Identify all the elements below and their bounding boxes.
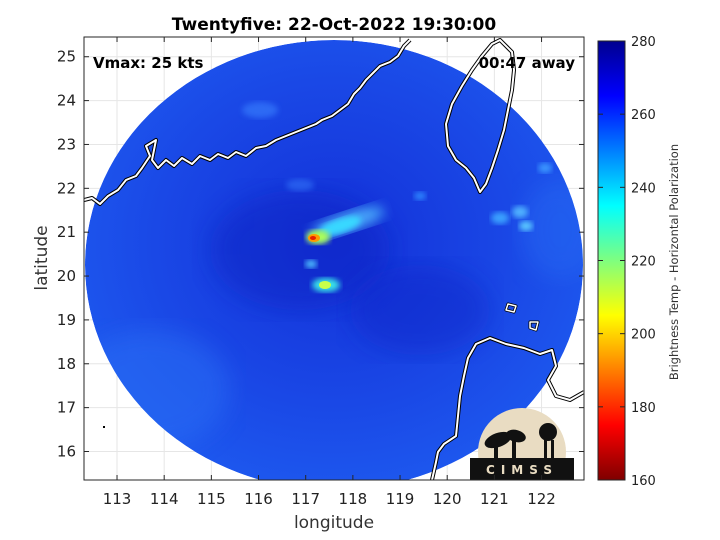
y-tick-label: 25 xyxy=(57,48,76,66)
x-tick-label: 118 xyxy=(339,490,368,508)
x-tick-label: 115 xyxy=(197,490,226,508)
cimss-logo-dish xyxy=(484,431,512,449)
island-north-luzon xyxy=(505,303,517,313)
x-axis-label: longitude xyxy=(294,513,374,533)
x-tick-label: 122 xyxy=(527,490,556,508)
coastlines xyxy=(84,38,584,480)
convective-band-north xyxy=(318,216,362,236)
y-tick-label: 22 xyxy=(57,179,76,197)
x-tick-label: 119 xyxy=(386,490,415,508)
colorbar: 160 180 200 220 240 260 280 Brightness Temp - … xyxy=(597,35,681,489)
colorbar-label: Brightness Temp - Horizontal Polarizatio… xyxy=(667,144,681,380)
cimss-logo-tower xyxy=(539,423,557,441)
cells-east xyxy=(414,192,426,200)
island-marker xyxy=(103,426,105,428)
convective-core xyxy=(310,236,316,240)
vmax-annotation: Vmax: 25 kts xyxy=(93,54,203,72)
y-tick-label: 20 xyxy=(57,267,76,285)
cells-east xyxy=(491,212,509,224)
time-away-annotation: 00:47 away xyxy=(479,54,576,72)
cimss-logo-band xyxy=(470,458,574,480)
colorbar-tick-label: 260 xyxy=(631,108,656,123)
cells-east xyxy=(512,206,528,218)
coastline-taiwan xyxy=(445,39,515,193)
swath-light-region xyxy=(242,102,278,118)
island-north-luzon xyxy=(529,321,539,331)
colorbar-ticks: 160 180 200 220 240 260 280 xyxy=(598,35,656,489)
x-tick-label: 116 xyxy=(244,490,273,508)
small-cell-west xyxy=(305,260,317,268)
y-tick-label: 21 xyxy=(57,223,76,241)
cimss-logo-text: CIMSS xyxy=(486,463,558,477)
y-tick-label: 17 xyxy=(57,399,76,417)
colorbar-tick-label: 180 xyxy=(631,401,656,416)
cimss-logo-dish xyxy=(512,440,516,458)
colorbar-tick-label: 200 xyxy=(631,328,656,343)
x-tick-label: 117 xyxy=(291,490,320,508)
colorbar-tick-label: 280 xyxy=(631,35,656,50)
x-tick-label: 113 xyxy=(103,490,132,508)
coastline-china xyxy=(84,39,411,205)
cimss-logo-dish xyxy=(506,429,526,443)
y-tick-label: 18 xyxy=(57,355,76,373)
x-tick-label: 121 xyxy=(480,490,509,508)
swath-dark-region xyxy=(350,265,490,355)
cimss-logo-dish xyxy=(494,444,498,458)
axis-ticks: 113 114 115 116 117 118 119 120 121 122 16 17 18 19 20… xyxy=(57,37,584,508)
y-tick-label: 23 xyxy=(57,135,76,153)
chart-title: Twentyfive: 22-Oct-2022 19:30:00 xyxy=(172,15,497,35)
swath-light-region xyxy=(286,179,314,191)
cimss-logo-tower xyxy=(544,440,547,462)
y-tick-label: 16 xyxy=(57,442,76,460)
colorbar-tick-label: 160 xyxy=(631,474,656,489)
axes-frame xyxy=(83,36,585,481)
convective-cell-south xyxy=(319,281,331,289)
cimss-logo: CIMSS xyxy=(470,408,574,480)
map-axes: CIMSS 113 114 115 116 117 118 119 120 121 122 16 17… xyxy=(57,36,585,508)
x-tick-label: 114 xyxy=(150,490,179,508)
y-axis-label: latitude xyxy=(32,225,52,290)
y-tick-label: 24 xyxy=(57,92,76,110)
coastline-luzon xyxy=(431,337,584,480)
cimss-logo-tower xyxy=(551,440,554,462)
colorbar-tick-label: 240 xyxy=(631,181,656,196)
cells-east xyxy=(519,221,533,231)
cells-east xyxy=(538,163,552,173)
x-tick-label: 120 xyxy=(433,490,462,508)
swath-light-region xyxy=(520,180,583,280)
y-tick-label: 19 xyxy=(57,311,76,329)
colorbar-tick-label: 220 xyxy=(631,255,656,270)
